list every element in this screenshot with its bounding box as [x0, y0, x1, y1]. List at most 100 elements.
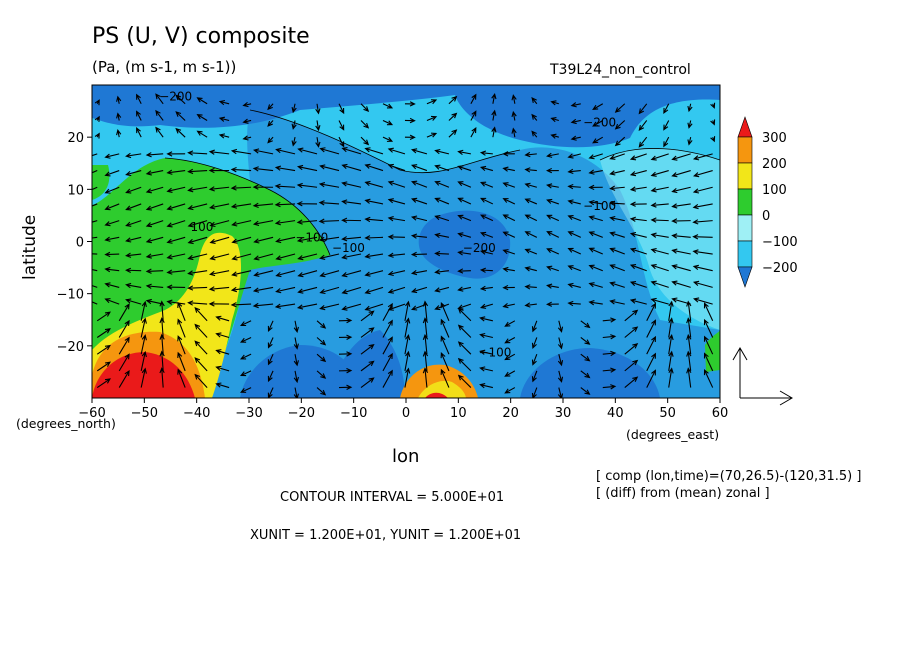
wind-arrow	[118, 369, 130, 388]
wind-arrow	[360, 360, 375, 372]
wind-arrow	[230, 286, 252, 293]
wind-arrow	[692, 249, 713, 255]
wind-arrow	[404, 334, 411, 355]
x-tick-label: 30	[555, 406, 572, 421]
y-tick-label: 20	[67, 131, 84, 146]
wind-arrow	[360, 136, 370, 146]
wind-arrow	[194, 373, 208, 388]
contour-label: −200	[583, 116, 616, 130]
wind-arrow	[104, 298, 120, 305]
wind-arrow	[671, 233, 691, 239]
wind-arrow	[231, 220, 252, 227]
wind-arrow	[580, 353, 591, 362]
wind-arrow	[404, 101, 416, 107]
wind-arrow	[316, 320, 327, 329]
wind-arrow	[479, 332, 493, 339]
wind-arrow	[457, 268, 471, 274]
wind-arrow	[546, 167, 559, 174]
wind-arrow	[546, 231, 560, 238]
wind-arrow	[567, 183, 581, 190]
wind-arrow	[341, 270, 362, 278]
wind-arrow	[480, 214, 494, 222]
wind-arrow	[422, 350, 429, 371]
wind-arrow	[502, 214, 516, 222]
wind-arrow	[426, 99, 438, 105]
wind-arrow	[338, 103, 345, 115]
wind-arrow	[434, 232, 450, 239]
wind-arrow	[502, 266, 515, 273]
wind-arrow	[297, 253, 318, 261]
wind-arrow	[387, 216, 406, 222]
wind-arrow	[687, 137, 693, 146]
x-tick-label: −20	[288, 406, 315, 421]
wind-arrow	[104, 186, 120, 194]
wind-arrow	[504, 320, 516, 327]
wind-arrow	[145, 186, 164, 194]
wind-arrow	[457, 165, 472, 172]
wind-arrow	[624, 376, 639, 388]
wind-arrow	[125, 203, 142, 211]
wind-arrow	[252, 166, 274, 172]
wind-arrow	[187, 203, 208, 211]
x-tick-label: −10	[340, 406, 367, 421]
wind-arrow	[159, 300, 165, 321]
wind-arrow	[422, 333, 429, 355]
wind-arrow	[196, 130, 208, 138]
wind-arrow	[524, 151, 537, 158]
wind-arrow	[187, 300, 208, 306]
wind-arrow	[341, 147, 362, 155]
wind-arrow	[140, 317, 147, 338]
wind-arrow	[550, 100, 559, 106]
wind-arrow	[159, 367, 165, 388]
wind-arrow	[187, 285, 208, 291]
wind-arrow	[215, 332, 230, 339]
wind-arrow	[364, 303, 384, 311]
x-tick-label: 60	[712, 406, 729, 421]
wind-arrow	[230, 203, 252, 209]
wind-arrow	[646, 352, 656, 372]
wind-arrow	[338, 351, 353, 357]
wind-arrow	[650, 217, 669, 223]
wind-arrow	[218, 99, 230, 106]
wind-arrow	[239, 387, 252, 393]
wind-arrow	[274, 165, 296, 172]
wind-arrow	[546, 183, 559, 189]
wind-arrow	[96, 344, 111, 355]
wind-arrow	[208, 301, 230, 307]
wind-arrow	[567, 247, 582, 255]
wind-arrow	[609, 281, 625, 288]
wind-arrow	[609, 231, 625, 238]
wind-arrow	[231, 270, 252, 277]
wind-arrow	[155, 109, 164, 121]
x-tick-label: −40	[183, 406, 210, 421]
wind-arrow	[524, 198, 538, 205]
wind-arrow	[479, 285, 493, 292]
wind-arrow	[671, 280, 691, 288]
wind-arrow	[92, 170, 98, 174]
wind-arrow	[209, 220, 230, 228]
wind-arrow	[360, 120, 370, 129]
wind-arrow	[341, 236, 362, 242]
wind-arrow	[140, 350, 147, 371]
wind-arrow	[580, 370, 591, 379]
wind-arrow	[145, 253, 164, 259]
wind-arrow	[104, 266, 120, 273]
wind-arrow	[177, 318, 186, 338]
wind-arrow	[267, 320, 274, 332]
colorbar-label: 200	[762, 157, 787, 172]
contour-line	[249, 109, 521, 174]
contour-labels: −200 −200 −100 100 −100 −100 −200 −100	[159, 90, 616, 360]
wind-arrow	[209, 253, 230, 261]
wind-arrow	[104, 203, 120, 211]
wind-arrow	[338, 136, 345, 148]
wind-arrow	[570, 118, 581, 125]
wind-arrow	[267, 120, 274, 127]
wind-arrow	[710, 136, 716, 143]
wind-arrow	[650, 170, 669, 177]
wind-arrow	[692, 280, 713, 288]
wind-arrow	[166, 253, 186, 260]
wind-arrow	[125, 152, 142, 159]
wind-arrow	[692, 234, 713, 240]
wind-arrow	[239, 353, 252, 360]
wind-arrow	[646, 335, 656, 355]
